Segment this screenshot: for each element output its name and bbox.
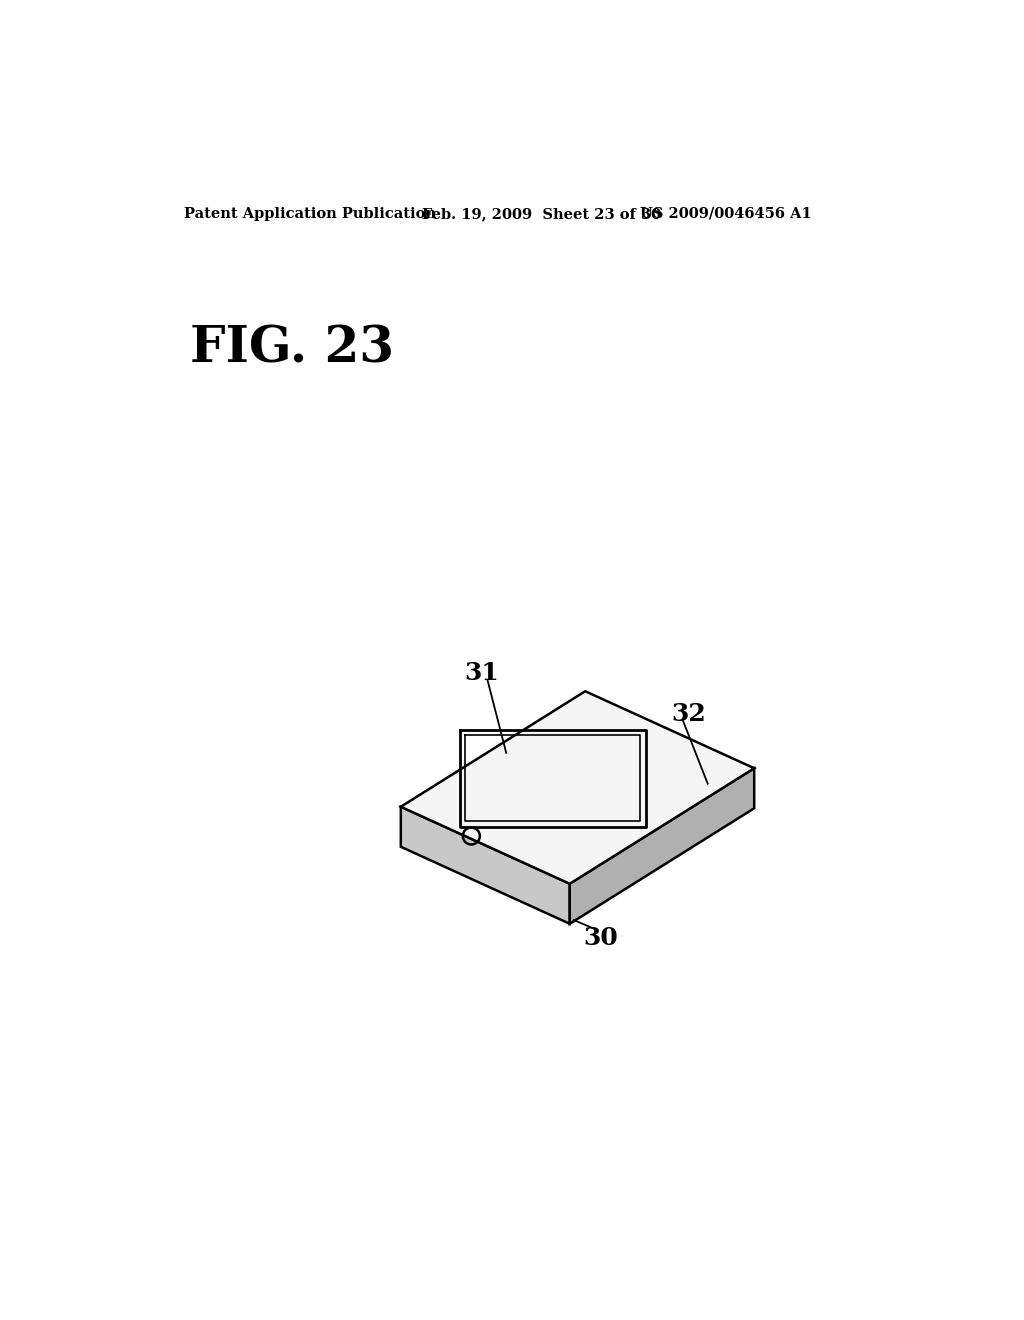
Text: Patent Application Publication: Patent Application Publication — [183, 207, 436, 220]
Polygon shape — [400, 692, 755, 884]
Polygon shape — [569, 768, 755, 924]
Text: 32: 32 — [672, 702, 707, 726]
Text: FIG. 23: FIG. 23 — [190, 325, 394, 374]
Text: US 2009/0046456 A1: US 2009/0046456 A1 — [640, 207, 811, 220]
Text: Feb. 19, 2009  Sheet 23 of 30: Feb. 19, 2009 Sheet 23 of 30 — [423, 207, 662, 220]
Text: 30: 30 — [584, 925, 618, 949]
Polygon shape — [400, 807, 569, 924]
Text: 31: 31 — [464, 661, 499, 685]
